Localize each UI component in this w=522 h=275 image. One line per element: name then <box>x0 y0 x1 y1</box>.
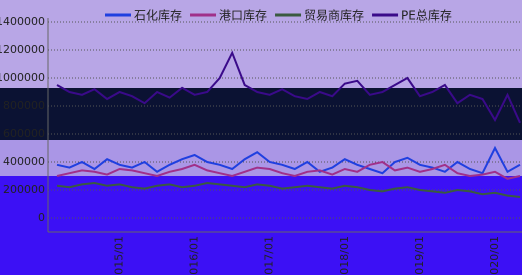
y-tick-label: 200000 <box>3 183 45 196</box>
overlay-band <box>0 176 522 275</box>
legend-label: 贸易商库存 <box>304 8 364 23</box>
legend-label: 石化库存 <box>134 8 182 23</box>
x-tick-label: 2019/01 <box>413 236 426 275</box>
y-tick-label: 600000 <box>3 127 45 140</box>
chart: 石化库存 港口库存 贸易商库存 PE总库存 0 200000 400000 600000 80… <box>0 0 522 275</box>
x-tick-label: 2017/01 <box>263 236 276 275</box>
x-tick-label: 2020/01 <box>488 236 501 275</box>
y-tick-label: 1000000 <box>0 71 45 84</box>
y-tick-label: 400000 <box>3 155 45 168</box>
legend-label: 港口库存 <box>219 8 267 23</box>
x-tick-label: 2015/01 <box>113 236 126 275</box>
y-tick-label: 1200000 <box>0 43 45 56</box>
y-tick-label: 800000 <box>3 99 45 112</box>
y-tick-label: 1400000 <box>0 15 45 28</box>
x-tick-label: 2016/01 <box>188 236 201 275</box>
legend-label: PE总库存 <box>401 8 452 23</box>
y-tick-label: 0 <box>38 211 45 224</box>
x-tick-label: 2018/01 <box>338 236 351 275</box>
overlay-band <box>0 88 522 140</box>
